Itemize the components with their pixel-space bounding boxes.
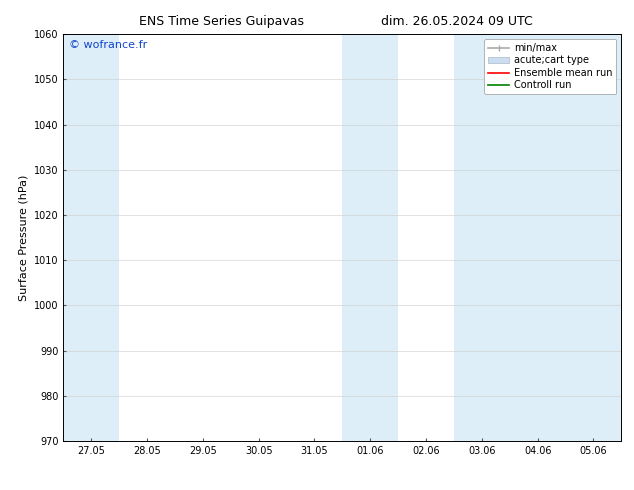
Bar xyxy=(342,34,398,441)
Y-axis label: Surface Pressure (hPa): Surface Pressure (hPa) xyxy=(18,174,29,301)
Bar xyxy=(454,34,510,441)
Text: © wofrance.fr: © wofrance.fr xyxy=(69,40,147,50)
Bar xyxy=(63,34,119,441)
Text: ENS Time Series Guipavas: ENS Time Series Guipavas xyxy=(139,15,304,28)
Bar xyxy=(510,34,566,441)
Bar xyxy=(566,34,621,441)
Legend: min/max, acute;cart type, Ensemble mean run, Controll run: min/max, acute;cart type, Ensemble mean … xyxy=(484,39,616,94)
Text: dim. 26.05.2024 09 UTC: dim. 26.05.2024 09 UTC xyxy=(380,15,533,28)
